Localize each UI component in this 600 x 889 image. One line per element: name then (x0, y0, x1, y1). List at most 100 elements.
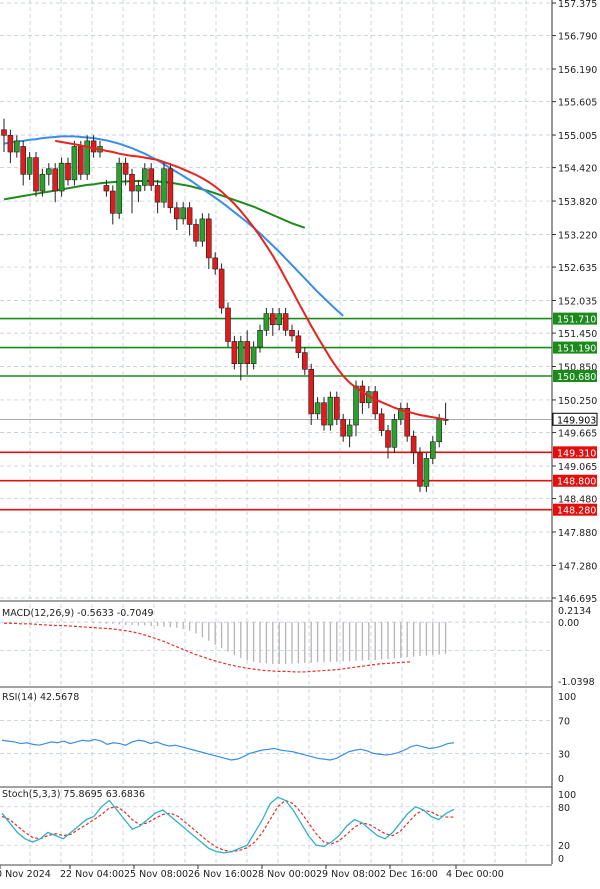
candle (346, 419, 353, 448)
candle-body (199, 218, 206, 242)
candle (238, 335, 244, 381)
candle (327, 391, 334, 431)
ma-blue-line (3, 135, 344, 317)
candle-body (52, 168, 59, 192)
stoch-grid (0, 789, 552, 864)
support-badge-label: 149.310 (557, 448, 596, 459)
candle-body (1, 129, 7, 136)
price-tick-label: 150.250 (558, 396, 597, 407)
candle (276, 308, 283, 331)
candle (429, 436, 436, 465)
candle-body (321, 402, 327, 426)
candle-body (39, 174, 46, 192)
candle-body (295, 335, 302, 353)
candle-body (301, 352, 308, 370)
candle-body (436, 419, 443, 443)
candle (65, 157, 71, 186)
candle (295, 330, 302, 359)
candle-body (308, 369, 315, 415)
current-price-marker: 149.903 (0, 412, 598, 426)
price-tick-label: 152.635 (558, 263, 597, 274)
rsi-grid (0, 689, 552, 786)
candle (206, 213, 212, 270)
candle-body (154, 185, 161, 203)
candle-body (353, 385, 359, 426)
candle (135, 179, 142, 203)
candle-body (372, 391, 379, 415)
price-tick-label: 155.005 (558, 131, 597, 142)
stoch-d-line (1, 799, 454, 853)
macd-axis-label: 0.00 (558, 618, 579, 629)
candle-body (148, 168, 154, 186)
candle-body (340, 419, 347, 437)
time-tick-label: 26 Nov 16:00 (188, 869, 252, 880)
candle-body (212, 257, 218, 270)
candle-body (180, 207, 186, 220)
candle (39, 168, 46, 197)
candle (321, 397, 327, 431)
price-tick-label: 154.420 (558, 164, 597, 175)
candle (52, 163, 59, 203)
candle (180, 202, 186, 225)
price-tick-label: 151.450 (558, 329, 597, 340)
stoch-axis-label: 100 (558, 790, 576, 801)
candle-body (333, 396, 340, 420)
candle (7, 129, 14, 164)
stoch-axis-label: 0 (558, 854, 564, 865)
resistance-level-2: 150.680 (0, 369, 597, 383)
candle (359, 380, 366, 414)
macd-axis-label: -1.0398 (558, 677, 595, 688)
time-tick-label: 4 Dec 00:00 (446, 869, 504, 880)
price-tick-label: 147.880 (558, 528, 597, 539)
macd-axis-label: 0.2134 (558, 606, 591, 617)
resistance-badge-label: 150.680 (557, 372, 596, 383)
candle (417, 447, 423, 492)
candle-body (225, 307, 231, 342)
candle (20, 140, 27, 186)
candle (186, 202, 193, 236)
resistance-level-0: 151.710 (0, 312, 597, 326)
candle (404, 402, 411, 442)
candle-body (65, 162, 71, 181)
support-badge (553, 474, 597, 487)
rsi-label: RSI(14) 42.5678 (2, 692, 79, 703)
macd-grid (0, 604, 552, 686)
price-tick-label: 153.820 (558, 197, 597, 208)
stoch-axis-label: 80 (558, 803, 570, 814)
time-tick-label: 25 Nov 08:00 (124, 869, 188, 880)
candle-body (327, 396, 334, 426)
candle (212, 252, 218, 275)
main-grid (0, 0, 552, 600)
candle-body (174, 207, 180, 220)
support-level-1: 148.800 (0, 474, 597, 488)
candle-body (385, 430, 391, 448)
resistance-badge (553, 341, 597, 354)
candle (269, 308, 276, 336)
candle-body (397, 408, 404, 420)
candle (174, 202, 180, 231)
candle (244, 330, 250, 375)
price-tick-label: 156.790 (558, 32, 597, 43)
rsi-axis-label: 70 (558, 717, 570, 728)
time-tick-label: 28 Nov 00:00 (252, 869, 316, 880)
candle-body (423, 458, 430, 487)
candle (1, 118, 7, 153)
candle-body (45, 168, 52, 175)
time-tick-label: 2 Dec 16:00 (380, 869, 438, 880)
candle-body (14, 140, 20, 153)
price-tick-label: 156.190 (558, 65, 597, 76)
candle (385, 425, 391, 459)
candle (282, 308, 289, 336)
candle (225, 302, 231, 348)
candle (167, 163, 174, 214)
time-tick-label: 20 Nov 2024 (0, 869, 51, 880)
candle (161, 163, 167, 208)
candle-body (142, 168, 148, 186)
rsi-line (1, 738, 455, 761)
candle (218, 263, 225, 314)
support-badge (553, 503, 597, 516)
price-tick-label: 147.280 (558, 561, 597, 572)
candle (263, 308, 270, 336)
